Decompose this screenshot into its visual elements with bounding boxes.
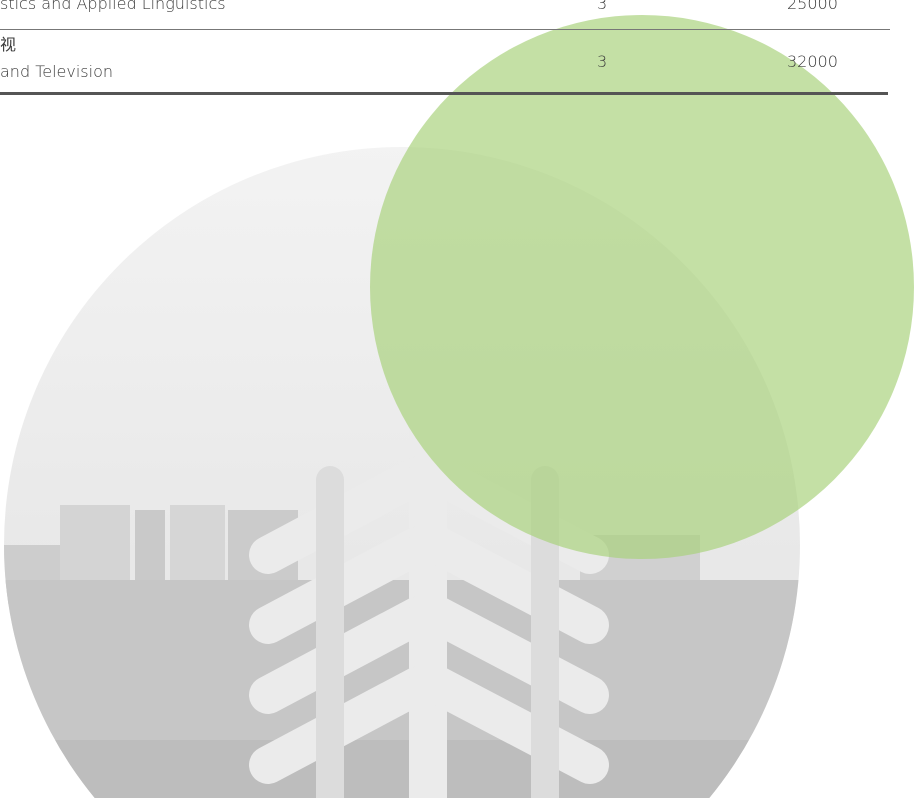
row-fee: 25000 xyxy=(787,0,838,14)
row-name-zh: 视 xyxy=(0,35,16,55)
row-fee: 32000 xyxy=(787,52,838,72)
green-circle xyxy=(370,15,914,559)
row-name: and Television xyxy=(0,62,113,82)
row-years: 3 xyxy=(597,52,607,72)
decor xyxy=(0,0,914,798)
row-name: stics and Applied Linguistics xyxy=(0,0,226,14)
row-years: 3 xyxy=(597,0,607,14)
page: stics and Applied Linguistics 3 25000 视 … xyxy=(0,0,914,798)
table-bottom-rule xyxy=(0,92,888,95)
row-divider xyxy=(0,29,890,30)
